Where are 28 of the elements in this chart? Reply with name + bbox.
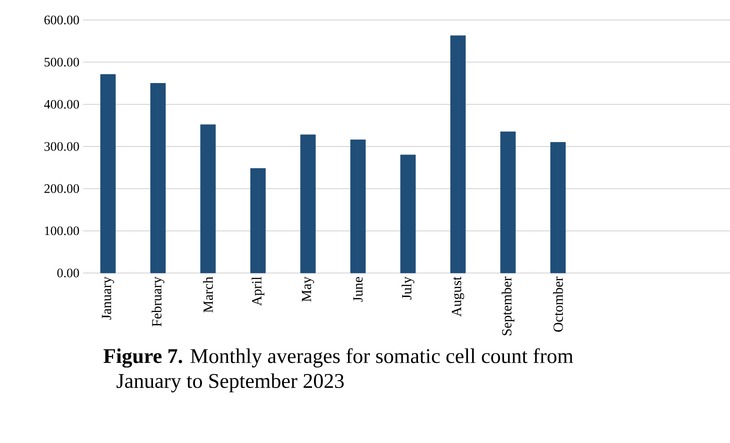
x-tick-label: April [252,276,264,306]
x-tick-label: June [353,277,363,302]
y-tick-label: 200.00 [44,184,79,194]
bar [100,74,116,274]
y-tick-label: 0.00 [57,268,79,278]
bar [150,83,166,274]
y-tick-label: 500.00 [44,58,79,67]
x-tick-label: January [102,276,114,320]
y-tick-label: 400.00 [44,100,79,109]
x-tick-label: May [302,276,314,302]
y-tick-label: 300.00 [44,142,79,151]
y-tick-label: 100.00 [45,226,79,236]
x-tick-label: July [402,276,414,300]
y-tick-label: 600.00 [44,16,79,24]
x-tick-label: Octomber [553,276,563,332]
bar [250,168,266,274]
x-tick-label: August [452,276,464,317]
bar [350,140,366,274]
x-tick-label: September [502,276,514,336]
bar [500,132,516,274]
bar [300,134,316,274]
bar [200,124,216,274]
bar [550,142,566,274]
x-tick-label: February [152,276,164,326]
x-tick-label: March [203,276,213,313]
text: Figure 7. Monthly averages for somatic cell count from January to September 2023 [104,348,574,392]
bar [450,35,466,274]
bar [400,154,416,274]
